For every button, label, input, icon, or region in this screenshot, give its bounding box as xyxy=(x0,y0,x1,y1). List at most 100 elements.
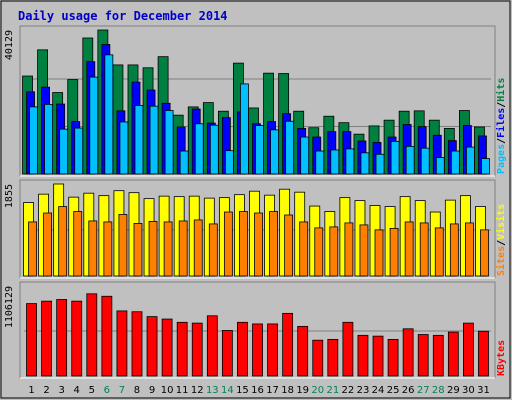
bar-sites-3 xyxy=(58,206,68,277)
bar-pages-8 xyxy=(134,105,144,175)
bar-sites-28 xyxy=(434,227,444,277)
bar-kbytes-17 xyxy=(267,323,278,377)
bar-sites-12 xyxy=(193,219,203,277)
x-tick-label: 8 xyxy=(134,385,140,396)
bar-sites-9 xyxy=(148,221,158,277)
bar-kbytes-26 xyxy=(402,328,414,377)
bar-kbytes-14 xyxy=(221,330,233,377)
x-tick-label: 14 xyxy=(221,385,234,396)
bar-pages-22 xyxy=(345,148,355,175)
bar-kbytes-16 xyxy=(252,323,263,377)
bar-sites-19 xyxy=(299,221,309,277)
bar-kbytes-31 xyxy=(478,330,489,377)
bar-kbytes-1 xyxy=(26,303,37,377)
x-tick-label: 28 xyxy=(432,385,445,396)
bar-pages-13 xyxy=(209,124,219,175)
bar-sites-25 xyxy=(389,227,399,277)
x-tick-label: 26 xyxy=(402,385,415,396)
bar-kbytes-9 xyxy=(146,316,158,377)
bar-sites-11 xyxy=(178,220,188,277)
bar-pages-6 xyxy=(104,54,114,175)
bar-pages-26 xyxy=(405,145,415,175)
bar-kbytes-24 xyxy=(372,335,384,377)
bar-kbytes-13 xyxy=(206,315,218,377)
bar-pages-27 xyxy=(420,147,430,175)
bar-sites-13 xyxy=(208,223,218,277)
bar-pages-5 xyxy=(89,76,99,175)
bar-kbytes-22 xyxy=(342,321,354,377)
bar-sites-26 xyxy=(404,221,414,277)
series-pages xyxy=(29,54,490,175)
bar-kbytes-23 xyxy=(357,334,369,377)
legend-entry: Hits xyxy=(495,78,507,102)
y-max-label: 1855 xyxy=(4,184,15,208)
x-tick-label: 13 xyxy=(206,385,219,396)
bar-kbytes-19 xyxy=(297,325,309,377)
bar-sites-14 xyxy=(223,211,233,277)
x-tick-label: 11 xyxy=(176,385,189,396)
bar-kbytes-29 xyxy=(447,331,459,377)
bar-kbytes-12 xyxy=(191,322,203,377)
y-max-label: 40129 xyxy=(4,30,15,60)
legend-entry: Pages xyxy=(496,144,507,174)
legend: KBytes xyxy=(496,340,507,376)
bar-kbytes-28 xyxy=(432,334,444,377)
x-tick-label: 23 xyxy=(357,385,370,396)
bar-sites-4 xyxy=(73,211,83,277)
x-tick-label: 24 xyxy=(372,385,385,396)
bar-kbytes-21 xyxy=(327,338,339,377)
panel-visits-sites: 1855 Sites/Visits xyxy=(4,179,507,279)
series-kbytes xyxy=(26,293,489,377)
legend-separator: / xyxy=(496,138,507,144)
bar-sites-21 xyxy=(329,226,339,277)
bar-sites-6 xyxy=(103,221,113,277)
x-tick-label: 15 xyxy=(236,385,249,396)
bar-kbytes-20 xyxy=(312,339,324,377)
bar-sites-29 xyxy=(449,223,459,277)
x-tick-label: 10 xyxy=(161,385,174,396)
bar-sites-16 xyxy=(254,212,263,277)
x-tick-label: 20 xyxy=(311,385,324,396)
x-tick-label: 9 xyxy=(149,385,155,396)
bar-pages-24 xyxy=(375,153,385,175)
bar-sites-1 xyxy=(28,221,37,277)
bar-sites-31 xyxy=(480,229,489,277)
x-tick-label: 12 xyxy=(191,385,204,396)
legend: Sites/Visits xyxy=(495,204,507,276)
bar-pages-14 xyxy=(224,150,234,175)
bar-sites-17 xyxy=(269,211,278,277)
bar-sites-2 xyxy=(43,212,52,277)
bar-kbytes-2 xyxy=(41,300,52,377)
bar-kbytes-25 xyxy=(387,338,399,377)
x-tick-label: 2 xyxy=(43,385,49,396)
bar-pages-17 xyxy=(270,129,279,175)
bar-sites-27 xyxy=(419,222,429,277)
x-tick-label: 4 xyxy=(74,385,80,396)
bar-pages-31 xyxy=(481,158,490,175)
x-tick-label: 6 xyxy=(104,385,110,396)
x-tick-label: 18 xyxy=(281,385,294,396)
bar-sites-15 xyxy=(239,211,248,277)
bar-pages-18 xyxy=(285,120,295,175)
x-tick-label: 7 xyxy=(119,385,125,396)
bar-kbytes-18 xyxy=(282,312,294,377)
legend-entry: KBytes xyxy=(496,340,507,376)
x-tick-label: 31 xyxy=(477,385,490,396)
bar-sites-18 xyxy=(284,214,294,277)
bar-pages-29 xyxy=(450,150,460,175)
bar-sites-7 xyxy=(118,214,128,277)
bar-pages-19 xyxy=(300,136,310,175)
bar-pages-4 xyxy=(74,127,84,175)
series-sites xyxy=(28,206,489,277)
legend: Pages/Files/Hits xyxy=(495,78,507,174)
x-tick-label: 5 xyxy=(89,385,95,396)
bar-sites-8 xyxy=(133,223,143,277)
bar-pages-1 xyxy=(29,106,38,175)
bar-kbytes-6 xyxy=(101,295,113,377)
bar-sites-22 xyxy=(344,222,354,277)
bar-pages-21 xyxy=(330,149,340,175)
bar-kbytes-8 xyxy=(131,311,143,377)
